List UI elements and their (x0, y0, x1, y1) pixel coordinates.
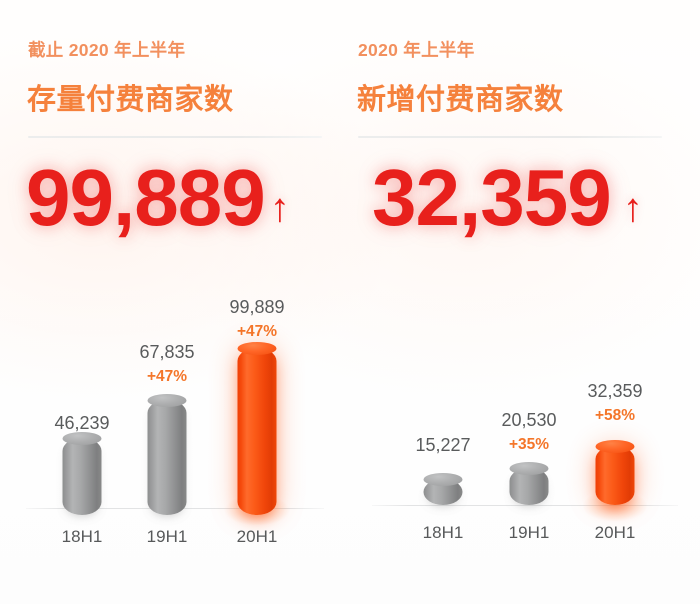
bar-cylinder-highlight (595, 440, 635, 505)
panel-title: 存量付费商家数 (27, 84, 234, 116)
bar-value-label: 32,359 (587, 381, 643, 401)
hero-metric: 99,889 ↑ (26, 153, 290, 242)
cylinder-top-cap (147, 394, 187, 407)
bar-category-label: 18H1 (422, 523, 464, 542)
bar-cylinder-highlight (237, 342, 277, 515)
cylinder-top-cap (62, 432, 102, 445)
bar-group-19h1: 20,530 +35% 19H1 (486, 280, 572, 542)
bar-chart-existing: 46,239 18H1 67,835 +47% 19H1 99,889 (0, 280, 350, 580)
cylinder-body (237, 348, 277, 515)
cylinder-top-cap (423, 473, 463, 486)
cylinder-body (62, 438, 102, 515)
bar-growth-label: +47% (146, 368, 188, 385)
panel-new-paying-merchants: 2020 年上半年 新增付费商家数 32,359 ↑ 15,227 18H1 2… (350, 0, 700, 604)
cylinder-body (595, 446, 635, 505)
cylinder-top-cap (595, 440, 635, 453)
bar-growth-label: +47% (236, 323, 278, 340)
bar-group-20h1: 99,889 +47% 20H1 (214, 280, 300, 546)
panel-divider (358, 136, 662, 138)
bar-value-label: 67,835 (139, 342, 195, 362)
arrow-up-icon: ↑ (269, 186, 290, 230)
bar-group-18h1: 15,227 18H1 (400, 280, 486, 542)
panel-divider (28, 136, 322, 138)
bar-category-label: 18H1 (61, 527, 103, 546)
bar-growth-label: +35% (508, 436, 550, 453)
panel-existing-paying-merchants: 截止 2020 年上半年 存量付费商家数 99,889 ↑ 46,239 18H… (0, 40, 350, 580)
bar-chart-new: 15,227 18H1 20,530 +35% 19H1 32,359 (350, 280, 700, 580)
arrow-up-icon: ↑ (622, 186, 643, 230)
bar-group-20h1: 32,359 +58% 20H1 (572, 280, 658, 542)
bar-cylinder (509, 462, 549, 505)
bar-category-label: 19H1 (146, 527, 188, 546)
bar-value-label: 15,227 (415, 435, 471, 455)
bar-group-18h1: 46,239 18H1 (39, 280, 125, 546)
bar-value-label: 99,889 (229, 297, 285, 317)
bar-category-label: 20H1 (236, 527, 278, 546)
panel-title: 新增付费商家数 (357, 84, 564, 116)
panel-kicker: 2020 年上半年 (358, 40, 475, 60)
hero-metric: 32,359 ↑ (372, 153, 643, 242)
bar-value-label: 20,530 (501, 410, 557, 430)
bar-group-19h1: 67,835 +47% 19H1 (124, 280, 210, 546)
hero-number: 32,359 (372, 153, 612, 242)
bar-category-label: 19H1 (508, 523, 550, 542)
bar-category-label: 20H1 (594, 523, 636, 542)
hero-number: 99,889 (26, 153, 266, 242)
cylinder-body (147, 400, 187, 515)
bar-cylinder (62, 432, 102, 515)
bar-growth-label: +58% (594, 407, 636, 424)
bar-cylinder (423, 473, 463, 505)
cylinder-top-cap (509, 462, 549, 475)
bar-value-label: 46,239 (54, 413, 110, 433)
bar-cylinder (147, 394, 187, 515)
chart-baseline (372, 505, 678, 506)
cylinder-top-cap (237, 342, 277, 355)
panel-kicker: 截止 2020 年上半年 (28, 40, 186, 60)
